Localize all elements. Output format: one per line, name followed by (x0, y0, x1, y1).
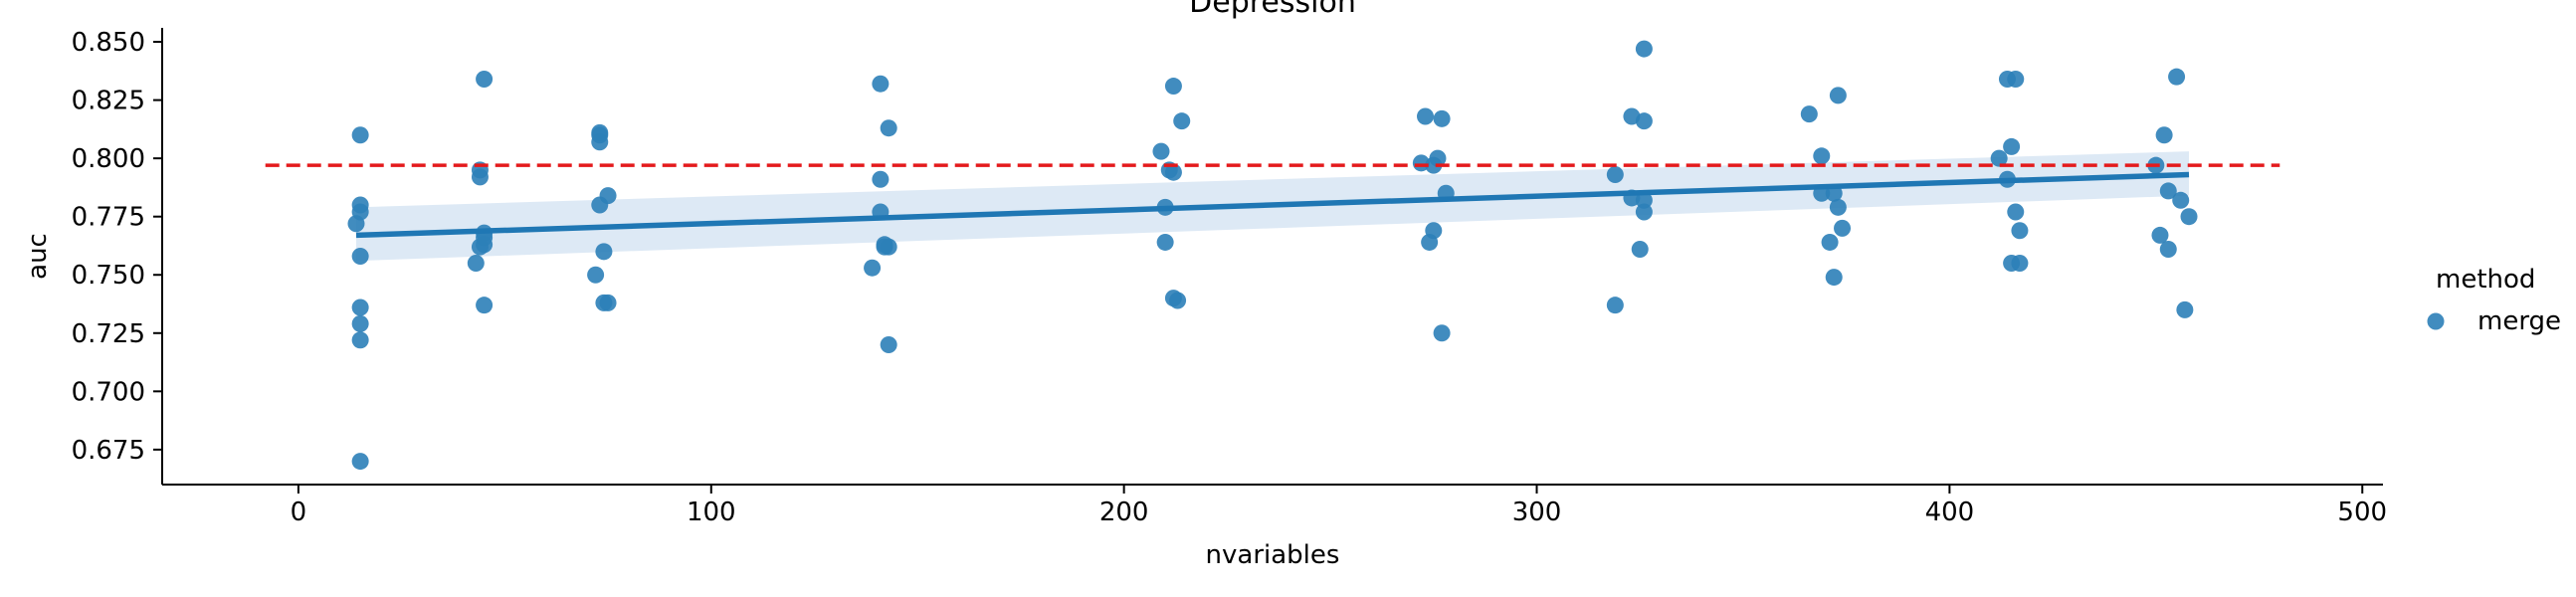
data-point (1825, 269, 1843, 287)
chart-title: Depression (1189, 0, 1356, 20)
data-point (1829, 87, 1847, 104)
data-point (2159, 182, 2177, 200)
data-point (1421, 233, 1439, 251)
data-point (1173, 112, 1191, 130)
data-point (1821, 233, 1839, 251)
axes-layer (161, 28, 2383, 486)
data-point (1635, 112, 1653, 130)
legend-title: method (2436, 265, 2535, 295)
data-point (351, 331, 369, 349)
data-point (2151, 226, 2169, 244)
data-point (476, 71, 494, 89)
data-point (591, 196, 609, 214)
y-tick-label: 0.825 (72, 87, 145, 116)
data-point (2011, 222, 2029, 240)
y-tick-label: 0.775 (72, 203, 145, 233)
data-point (351, 126, 369, 144)
data-point (1606, 297, 1624, 314)
y-tick-label: 0.700 (72, 377, 145, 407)
data-point (2159, 240, 2177, 258)
data-point (2007, 71, 2025, 89)
data-point (1169, 292, 1187, 309)
data-point (864, 259, 882, 277)
y-tick-label: 0.750 (72, 261, 145, 291)
regression-line-layer (355, 171, 2190, 239)
data-point (2168, 68, 2186, 86)
data-point (1156, 233, 1174, 251)
data-point (351, 314, 369, 332)
data-point (351, 298, 369, 316)
data-point (1635, 203, 1653, 221)
legend: method merge (2427, 265, 2561, 336)
y-tick-label: 0.725 (72, 319, 145, 349)
legend-label-merge: merge (2477, 306, 2561, 336)
x-tick-label: 200 (1099, 498, 1149, 527)
data-point (1813, 147, 1831, 165)
data-point (1631, 240, 1649, 258)
x-tick-label: 400 (1925, 498, 1975, 527)
data-point (2003, 137, 2021, 155)
data-point (876, 238, 893, 256)
data-point (880, 119, 897, 137)
data-point (1152, 142, 1170, 160)
data-point (1164, 78, 1182, 96)
data-point (2155, 126, 2173, 144)
data-point (1800, 105, 1818, 123)
data-point (1433, 109, 1451, 127)
data-point (2011, 255, 2029, 273)
data-point (591, 133, 609, 151)
data-point (880, 335, 897, 353)
data-point (1417, 107, 1435, 125)
regression-line (355, 171, 2190, 239)
x-tick-label: 300 (1512, 498, 1562, 527)
data-point (471, 238, 489, 256)
data-point (1635, 40, 1653, 58)
data-point (347, 215, 365, 233)
legend-marker-merge (2427, 312, 2445, 330)
y-tick-label: 0.800 (72, 144, 145, 174)
data-point (1606, 166, 1624, 184)
data-point (1425, 156, 1443, 174)
y-tick-label: 0.675 (72, 436, 145, 466)
data-point (351, 248, 369, 265)
data-point (1829, 198, 1847, 216)
data-point (1990, 149, 2008, 167)
data-point (467, 255, 485, 273)
data-point (595, 243, 613, 261)
data-point (587, 266, 605, 284)
ticks-layer: 0 100 200 300 400 500 0.675 0.700 0.725 0.750 0.77… (72, 28, 2388, 527)
data-point (476, 297, 494, 314)
data-point (872, 75, 890, 93)
data-point (1834, 219, 1852, 237)
data-point (1164, 163, 1182, 181)
x-tick-label: 500 (2337, 498, 2387, 527)
data-point (599, 294, 617, 311)
data-point (872, 170, 890, 188)
y-tick-label: 0.850 (72, 28, 145, 58)
data-point (1635, 191, 1653, 209)
data-point (2180, 208, 2198, 226)
x-tick-label: 0 (291, 498, 307, 527)
data-point (471, 168, 489, 186)
data-point (351, 453, 369, 471)
data-point (2172, 191, 2190, 209)
data-point (2007, 203, 2025, 221)
data-point (2176, 300, 2194, 318)
x-tick-label: 100 (687, 498, 736, 527)
y-axis-title: auc (23, 233, 53, 280)
scatter-points-layer (347, 40, 2198, 471)
data-point (1433, 324, 1451, 342)
x-axis-title: nvariables (1206, 540, 1340, 570)
